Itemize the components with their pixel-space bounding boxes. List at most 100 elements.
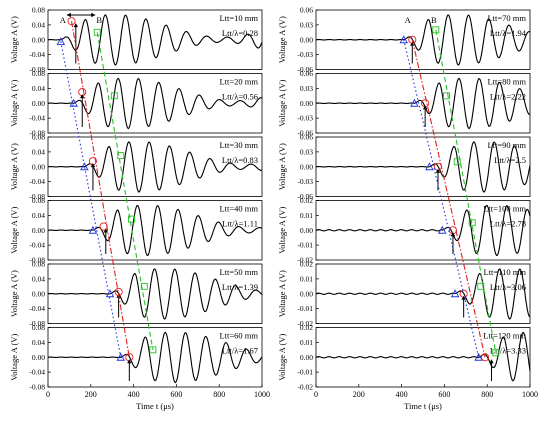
y-tick-label: -0.04 [29,304,45,313]
ab-arrow-head-left [66,12,71,18]
label-ratio: Ltt/λ=2.22 [490,92,526,102]
annot-b-left: B [96,15,102,25]
x-axis-label: Time t (μs) [404,401,442,411]
y-tick-label: -0.01 [297,368,313,377]
y-axis-label: Voltage A (V) [9,80,19,127]
x-tick-label: 800 [481,390,493,399]
marker-a [116,352,126,361]
marker-b [128,215,135,223]
y-axis-label: Voltage A (V) [277,270,287,317]
x-tick-label: 600 [438,390,450,399]
x-axis-label: Time t (μs) [136,401,174,411]
annot-a-right: A [405,15,412,25]
y-axis-label: Voltage A (V) [277,80,287,127]
x-tick-label: 200 [85,390,97,399]
trend-line-r [411,39,486,358]
label-length: Ltt=10 mm [219,13,258,23]
y-tick-label: -0.03 [297,114,313,123]
signal-series [47,331,263,384]
y-tick-label: 0.03 [300,147,313,156]
panel-left-4: 0.08 0.04 0.00 -0.04 -0.08 Voltage A (V) Ltt=4… [9,196,263,265]
trend-line-a [60,41,122,358]
panel-right-5: 0.02 0.01 0.00 -0.01 -0.02 Voltage A (V) Ltt=1… [277,260,531,328]
label-ratio: Ltt/λ=1.94 [490,28,527,38]
y-tick-label: 0.02 [300,260,313,269]
y-tick-label: -0.01 [297,241,313,250]
y-tick-label: 0.00 [300,353,313,362]
y-tick-label: 0.01 [300,211,313,220]
arrow-head [489,359,494,364]
y-axis-label: Voltage A (V) [9,270,19,317]
y-axis-label: Voltage A (V) [277,207,287,254]
y-tick-label: -0.04 [29,177,45,186]
y-tick-label: 0.08 [32,133,45,142]
label-ratio: Ltt/λ=1.67 [222,346,258,356]
y-axis-label: Voltage A (V) [9,207,19,254]
x-tick-label: 1000 [522,390,538,399]
y-tick-label: 0.08 [32,260,45,269]
y-tick-label: -0.06 [297,65,313,74]
label-ratio: Ltt/λ=1.39 [222,282,258,292]
label-length: Ltt=40 mm [219,204,258,214]
y-tick-label: -0.08 [29,383,45,392]
marker-a [410,98,419,107]
y-tick-label: -0.02 [297,383,313,392]
y-tick-label: -0.02 [297,256,313,265]
marker-a [69,98,78,107]
y-tick-label: -0.08 [29,192,45,201]
y-axis-label: Voltage A (V) [9,334,19,381]
marker-a [56,37,66,46]
y-tick-label: 0.06 [300,69,313,78]
y-tick-label: 0.00 [32,226,45,235]
y-tick-label: -0.08 [29,256,45,265]
y-tick-label: 0.01 [300,338,313,347]
marker-r [481,353,490,362]
signal-series [315,141,531,193]
marker-b [453,158,461,166]
marker-a [399,35,408,44]
x-tick-label: 400 [128,390,140,399]
arrow-head [450,232,456,237]
signal-series [315,331,531,382]
x-tick-label: 0 [46,390,50,399]
marker-a [425,162,434,171]
label-length: Ltt=60 mm [219,331,258,341]
signal-series [47,141,263,193]
y-tick-label: 0.08 [32,323,45,332]
panel-right-2: 0.06 0.03 0.00 -0.03 -0.06 Voltage A (V) Ltt=8… [277,69,531,138]
y-tick-label: 0.00 [300,35,313,44]
panel-right-6: 0.02 0.01 0.00 -0.01 -0.02 Voltage A (V) Ltt=1… [277,323,531,392]
signal-series [47,14,263,66]
signal-series [47,268,263,320]
x-tick-label: 400 [396,390,408,399]
panel-left-6: 0.08 0.04 0.00 -0.04 -0.08 Voltage A (V) Ltt=6… [9,323,263,392]
y-tick-label: -0.04 [29,50,45,59]
label-ratio: Ltt/λ=0.28 [222,28,258,38]
y-tick-label: 0.00 [32,289,45,298]
y-tick-label: -0.03 [297,177,313,186]
marker-a [88,225,98,234]
label-ratio: Ltt/λ=0.83 [222,155,258,165]
marker-r [99,222,108,231]
ab-arrow-head-right [91,12,96,18]
trend-line-b [435,29,497,353]
signal-series [315,268,531,320]
marker-b [468,219,476,227]
y-axis-label: Voltage A (V) [277,334,287,381]
signal-series [47,204,263,257]
y-tick-label: 0.03 [300,84,313,93]
label-ratio: Ltt/λ=2.5 [494,155,526,165]
trend-line-b [96,32,154,350]
y-tick-label: 0.06 [300,6,313,15]
marker-b [110,92,118,100]
panel-left-3: 0.08 0.04 0.00 -0.04 -0.08 Voltage A (V) Ltt=3… [9,133,263,201]
y-tick-label: 0.00 [32,162,45,171]
y-tick-label: 0.02 [300,196,313,205]
y-tick-label: 0.06 [300,133,313,142]
panel-right-4: 0.02 0.01 0.00 -0.01 -0.02 Voltage A (V) Ltt=1… [277,196,531,265]
y-tick-label: -0.04 [29,114,45,123]
y-tick-label: -0.08 [29,319,45,328]
label-ratio: Ltt/λ=3.06 [490,282,526,292]
marker-a [450,289,460,298]
